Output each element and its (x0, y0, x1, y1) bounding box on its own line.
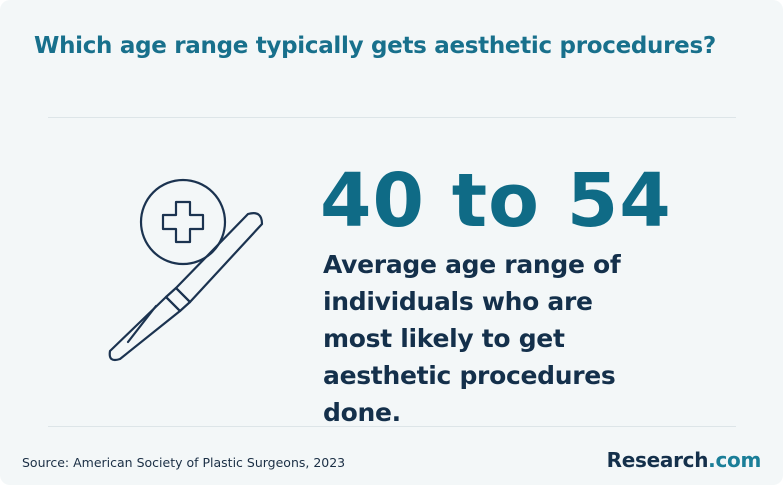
stat-description: Average age range of individuals who are… (323, 250, 621, 427)
divider (48, 426, 736, 427)
scalpel-icon (108, 178, 264, 362)
logo-suffix: .com (708, 448, 761, 472)
title: Which age range typically gets aesthetic… (34, 33, 716, 59)
source: Source: American Society of Plastic Surg… (22, 455, 346, 470)
logo: Research.com (606, 448, 762, 472)
divider (48, 117, 736, 118)
stat-value: 40 to 54 (320, 158, 672, 244)
logo-name: Research (606, 448, 709, 472)
